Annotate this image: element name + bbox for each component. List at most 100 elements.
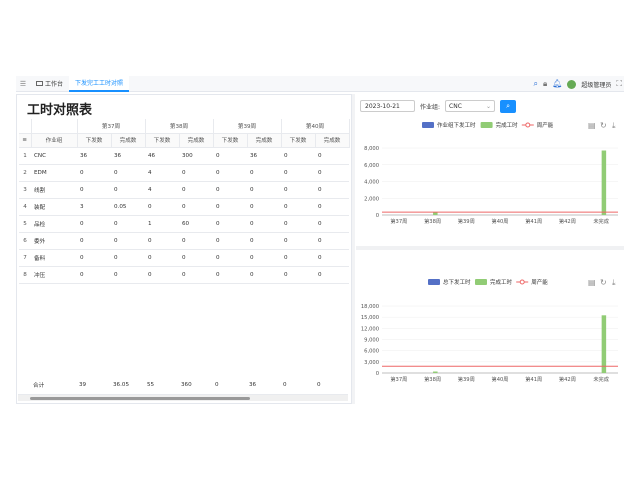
y-tick-label: 18,000 — [361, 304, 379, 310]
menu-icon[interactable]: ☰ — [19, 79, 27, 88]
table-row[interactable]: 5 品检 0 0 1 60 0 0 0 0 — [19, 215, 349, 233]
table-cell: 0 — [179, 249, 213, 267]
table-cell: 0 — [77, 266, 111, 284]
table-row[interactable]: 1 CNC 36 36 46 300 0 36 0 0 — [19, 147, 349, 165]
table-cell: 0 — [315, 232, 349, 250]
y-tick-label: 2,000 — [364, 196, 379, 202]
table-cell: 0 — [315, 164, 349, 182]
table-cell: 1 — [19, 147, 31, 165]
total-cell: 0 — [314, 377, 348, 395]
table-cell: 0 — [77, 232, 111, 250]
week-header: 第39周 — [213, 119, 282, 134]
legend-marker — [519, 279, 525, 285]
tab-comparison[interactable]: 下发完工工时对照 — [69, 75, 130, 92]
table-cell: 36 — [111, 147, 145, 165]
x-tick-label: 第39周 — [458, 375, 475, 383]
chevron-down-icon: ⌄ — [486, 103, 492, 110]
y-tick-label: 4,000 — [364, 180, 379, 186]
y-tick-label: 8,000 — [364, 146, 379, 152]
table-cell: 0 — [247, 232, 281, 250]
x-tick-label: 第38周 — [424, 217, 441, 225]
refresh-icon[interactable]: ↻ — [600, 121, 607, 130]
table-cell: 8 — [19, 266, 31, 284]
x-tick-label: 第39周 — [458, 217, 475, 225]
pane-divider[interactable] — [352, 94, 355, 404]
date-picker[interactable]: 2023-10-21 — [360, 100, 415, 112]
avatar[interactable] — [567, 79, 577, 89]
table-cell: 0 — [111, 215, 145, 233]
y-tick-label: 9,000 — [364, 338, 379, 344]
table-cell: 0 — [179, 164, 213, 182]
table-cell: 4 — [145, 181, 179, 199]
scrollbar-thumb[interactable] — [30, 397, 250, 400]
user-name[interactable]: 超级管理员 — [581, 81, 612, 89]
refresh-icon[interactable]: ↻ — [600, 278, 607, 287]
table-cell: 0.05 — [111, 198, 145, 216]
bell-icon[interactable]: 🔔︎ — [552, 79, 563, 88]
search-icon[interactable]: ⌕ — [533, 79, 538, 88]
file-icon[interactable]: ▤ — [588, 121, 596, 130]
table-cell: 0 — [247, 266, 281, 284]
table-cell: 0 — [315, 181, 349, 199]
download-icon[interactable]: ⤓ — [612, 121, 616, 130]
table-cell: 300 — [179, 147, 213, 165]
bar — [433, 371, 438, 373]
table-cell: 0 — [213, 147, 247, 165]
table-cell: 0 — [315, 266, 349, 284]
x-tick-label: 第41周 — [525, 217, 542, 225]
legend-swatch — [422, 122, 434, 128]
week-header: 第37周 — [77, 119, 146, 134]
download-icon[interactable]: ⤓ — [612, 278, 616, 287]
table-row[interactable]: 8 冲压 0 0 0 0 0 0 0 0 — [19, 266, 349, 284]
table-cell: 36 — [247, 147, 281, 165]
table-cell: 备料 — [31, 249, 77, 267]
total-cell: 39 — [76, 377, 110, 395]
table-cell: 0 — [281, 232, 315, 250]
table-cell: 0 — [145, 249, 179, 267]
table-row[interactable]: 4 装配 3 0.05 0 0 0 0 0 0 — [19, 198, 349, 216]
table-cell: 0 — [213, 164, 247, 182]
legend-swatch — [480, 122, 493, 128]
legend-label: 周产能 — [531, 278, 548, 286]
table-cell: 0 — [179, 266, 213, 284]
y-tick-label: 6,000 — [364, 163, 379, 169]
table-cell: 0 — [213, 181, 247, 199]
done-header: 完成数 — [247, 133, 282, 148]
x-tick-label: 第37周 — [390, 217, 407, 225]
table-cell: 0 — [281, 215, 315, 233]
tab-label: 工作台 — [45, 81, 64, 88]
table-cell: 0 — [315, 198, 349, 216]
table-cell: 0 — [281, 147, 315, 165]
y-tick-label: 6,000 — [364, 349, 379, 355]
table-cell: 0 — [247, 249, 281, 267]
fullscreen-icon[interactable]: ⛶ — [616, 79, 622, 88]
table-row[interactable]: 7 备料 0 0 0 0 0 0 0 0 — [19, 249, 349, 267]
table-cell: 0 — [145, 266, 179, 284]
table-cell: 0 — [111, 249, 145, 267]
table-row[interactable]: 6 委外 0 0 0 0 0 0 0 0 — [19, 232, 349, 250]
table-cell: 0 — [315, 215, 349, 233]
table-cell: 0 — [77, 249, 111, 267]
y-tick-label: 0 — [376, 213, 379, 219]
table-cell: 0 — [247, 164, 281, 182]
tab-workbench[interactable]: 工作台 — [30, 76, 69, 92]
table-cell: 0 — [111, 181, 145, 199]
x-tick-label: 第42周 — [559, 217, 576, 225]
search-button[interactable]: ⌕ — [500, 99, 517, 113]
y-tick-label: 3,000 — [364, 360, 379, 366]
table-cell: 4 — [19, 198, 31, 216]
lock-icon[interactable]: 🔒︎ — [542, 79, 548, 88]
chart-divider[interactable] — [356, 246, 624, 250]
table-row[interactable]: 3 线割 0 0 4 0 0 0 0 0 — [19, 181, 349, 199]
table-cell: 0 — [111, 266, 145, 284]
table-cell: 0 — [247, 215, 281, 233]
table-row[interactable]: 2 EDM 0 0 4 0 0 0 0 0 — [19, 164, 349, 182]
table-cell: 60 — [179, 215, 213, 233]
file-icon[interactable]: ▤ — [588, 278, 596, 287]
table-panel: 工时对照表 第37周 第38周 第39周 第40周 ≡ 作业组 下发数 完成数 下发数 完成数 下发… — [16, 94, 352, 404]
group-select-value: CNC — [449, 103, 462, 110]
comparison-table: 第37周 第38周 第39周 第40周 ≡ 作业组 下发数 完成数 下发数 完成数 下发数 完成数 下发… — [19, 119, 350, 284]
table-cell: 0 — [213, 266, 247, 284]
group-select[interactable]: CNC ⌄ — [445, 100, 496, 112]
total-row: 合计 39 36.05 55 360 0 36 0 0 — [18, 377, 348, 395]
